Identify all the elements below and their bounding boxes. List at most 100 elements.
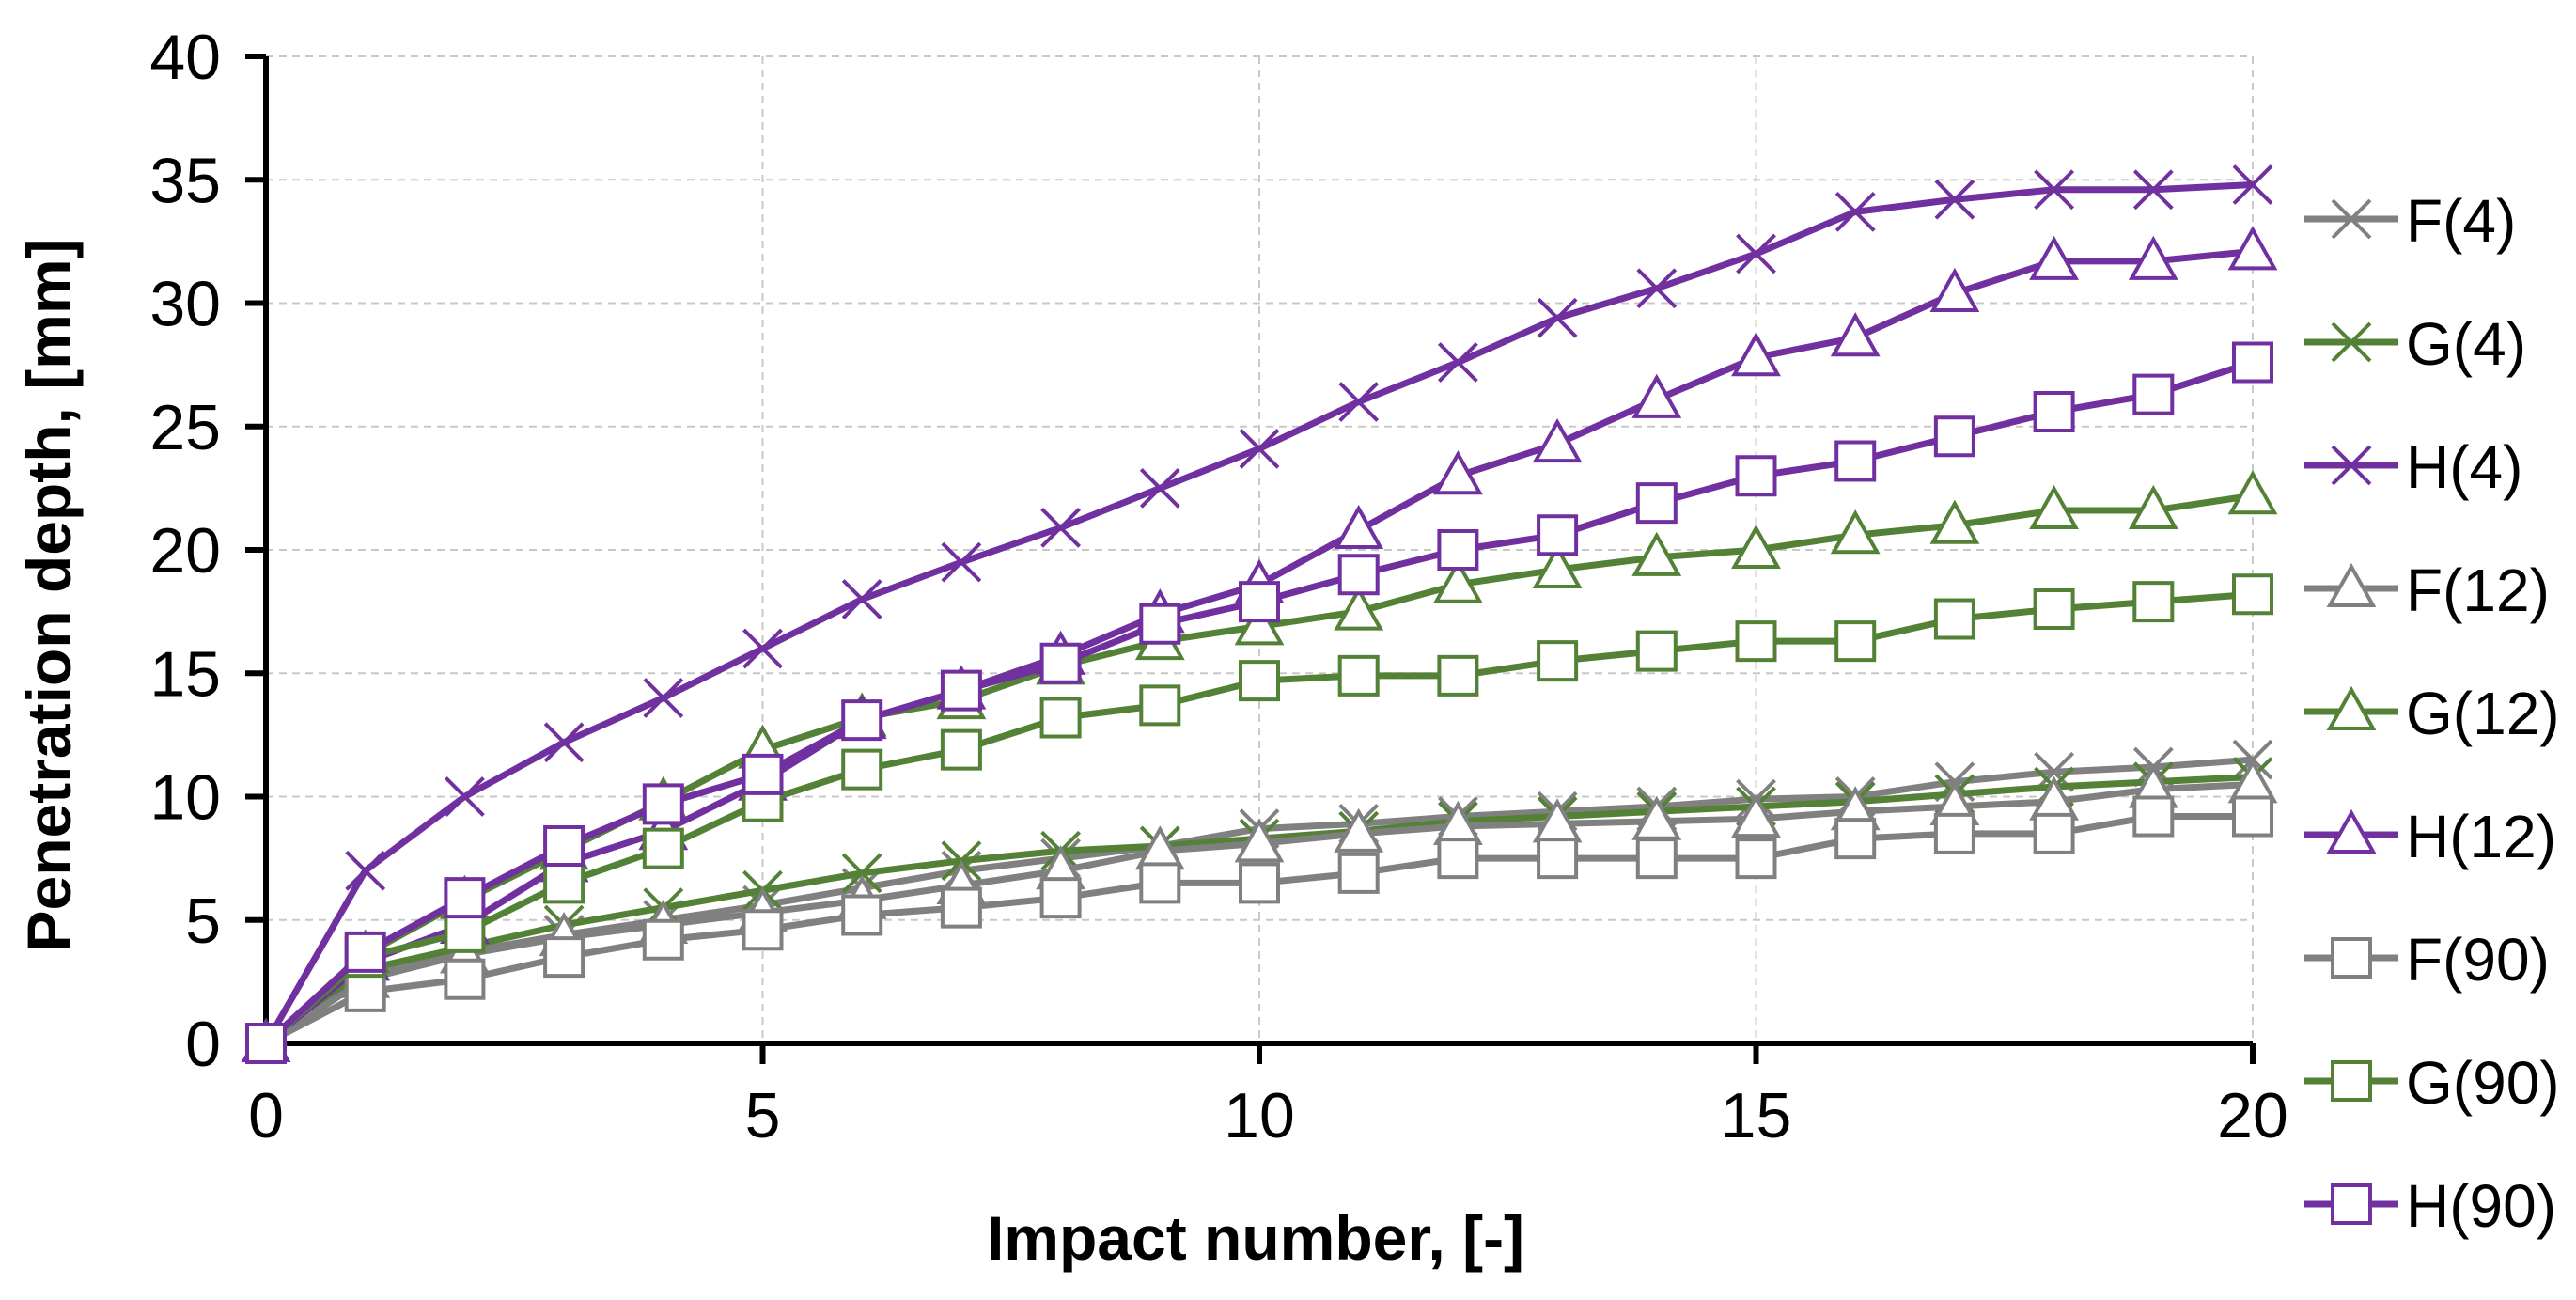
data-point-h4	[1437, 342, 1478, 383]
data-point-h12	[2029, 235, 2080, 280]
data-point-g90	[1139, 684, 1181, 727]
legend-item-g12: G(12)	[2304, 680, 2560, 747]
data-point-g12	[1731, 524, 1781, 569]
legend-item-f90: F(90)	[2304, 926, 2550, 994]
legend-label: G(12)	[2406, 680, 2560, 747]
legend-label: G(90)	[2406, 1049, 2560, 1117]
data-point-g12	[1234, 601, 1285, 646]
data-point-f90	[2232, 795, 2273, 838]
data-point-f90	[1537, 838, 1579, 880]
data-point-f90	[841, 894, 883, 936]
data-point-h4	[1040, 507, 1082, 548]
data-point-h4	[2232, 164, 2273, 205]
data-point-g4	[841, 853, 882, 894]
data-point-g90	[1933, 598, 1975, 640]
data-point-h90	[1537, 514, 1579, 556]
data-point-h12	[1631, 373, 1682, 418]
legend-label: G(4)	[2406, 310, 2526, 378]
data-point-g90	[1834, 620, 1877, 663]
data-point-g90	[543, 862, 585, 904]
x-axis-title: Impact number, [-]	[987, 1203, 1524, 1273]
data-point-h4	[1139, 467, 1180, 509]
data-point-h90	[742, 753, 784, 795]
legend-label: H(90)	[2406, 1172, 2556, 1240]
legend-marker	[2326, 685, 2377, 730]
y-tick-label: 20	[149, 515, 221, 587]
data-point-g90	[1537, 640, 1579, 682]
data-point-h4	[1736, 233, 1776, 274]
legend-marker	[2331, 321, 2372, 363]
data-point-g90	[444, 911, 486, 953]
data-point-f90	[543, 936, 585, 979]
data-point-f12	[1234, 818, 1285, 863]
data-point-f90	[344, 970, 386, 1012]
data-point-f90	[1933, 812, 1975, 854]
legend-item-h12: H(12)	[2304, 803, 2556, 870]
data-point-h90	[1735, 455, 1777, 497]
data-point-h90	[344, 931, 386, 973]
axes	[245, 54, 2256, 1064]
data-point-h12	[1532, 418, 1583, 463]
data-point-h4	[444, 776, 485, 817]
data-point-h12	[1830, 312, 1881, 357]
data-point-h90	[1239, 581, 1280, 623]
data-point-h90	[642, 783, 684, 825]
data-point-h4	[2132, 169, 2174, 211]
data-point-h4	[1636, 268, 1678, 309]
x-tick-label: 10	[1224, 1080, 1295, 1151]
data-point-g90	[2232, 573, 2273, 616]
data-point-h12	[1432, 450, 1483, 495]
series-h90	[245, 341, 2273, 1064]
x-tick-label: 5	[745, 1080, 781, 1151]
series-f90	[245, 795, 2273, 1064]
legend-item-g4: G(4)	[2304, 310, 2526, 378]
data-point-f90	[2132, 795, 2175, 838]
legend-marker	[2331, 198, 2372, 240]
data-point-h90	[543, 825, 585, 867]
data-point-g90	[1635, 630, 1678, 672]
data-point-f12	[1731, 793, 1781, 838]
data-point-g90	[1337, 654, 1380, 697]
data-point-h4	[841, 579, 882, 619]
data-point-g12	[2227, 470, 2278, 515]
data-point-g90	[1437, 654, 1479, 697]
data-point-f90	[940, 886, 982, 929]
y-tick-label: 0	[185, 1009, 221, 1080]
data-point-g12	[1929, 499, 1980, 544]
data-point-h12	[2227, 226, 2278, 271]
data-point-f90	[1437, 838, 1479, 880]
data-point-f90	[2033, 812, 2075, 854]
legend-marker	[2331, 1060, 2372, 1102]
data-point-h90	[245, 1023, 287, 1064]
series-group	[241, 164, 2278, 1064]
data-point-h90	[1834, 440, 1877, 482]
data-point-f90	[1239, 862, 1280, 904]
data-point-f12	[1334, 807, 1384, 853]
data-point-h4	[1537, 297, 1578, 338]
data-point-g12	[1334, 586, 1384, 631]
legend-label: F(4)	[2406, 187, 2516, 255]
y-tick-label: 5	[185, 885, 221, 957]
data-point-h12	[1929, 267, 1980, 312]
data-point-h90	[2132, 373, 2175, 415]
data-point-h4	[1239, 428, 1280, 469]
data-point-h90	[1139, 603, 1181, 645]
data-point-h4	[941, 541, 982, 583]
legend-item-f12: F(12)	[2304, 556, 2550, 624]
data-point-h4	[1934, 179, 1975, 220]
y-axis-title: Penetration depth, [mm]	[14, 238, 84, 951]
y-tick-label: 40	[149, 22, 221, 93]
legend-marker	[2326, 808, 2377, 854]
x-tick-label: 20	[2217, 1080, 2288, 1151]
data-point-h4	[2034, 169, 2075, 211]
data-point-f90	[642, 918, 684, 961]
legend-label: F(12)	[2406, 556, 2550, 624]
x-tick-label: 0	[248, 1080, 284, 1151]
data-point-g90	[1039, 697, 1082, 739]
legend-marker	[2331, 937, 2372, 979]
data-point-h4	[1338, 382, 1380, 422]
data-point-g12	[2128, 484, 2178, 529]
data-point-g12	[1532, 543, 1583, 588]
data-point-f90	[444, 958, 486, 1000]
